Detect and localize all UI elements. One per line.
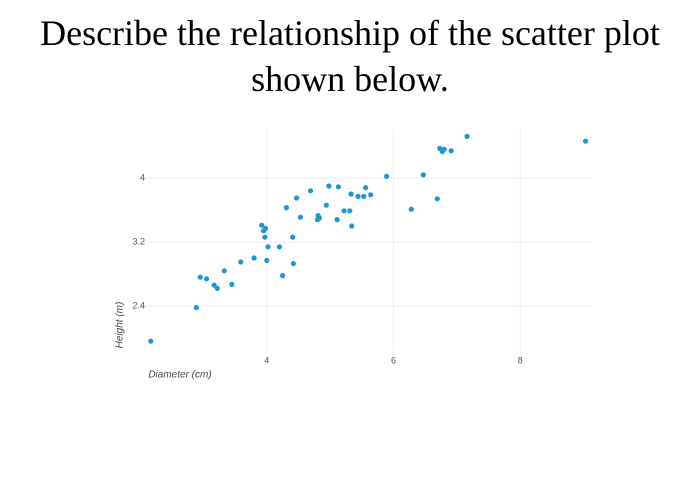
question-title: Describe the relationship of the scatter… [40, 13, 660, 99]
scatter-point [148, 338, 154, 344]
scatter-point [193, 305, 200, 311]
x-tick-label: 6 [391, 355, 396, 365]
scatter-point [434, 196, 440, 202]
scatter-point [408, 206, 414, 212]
scatter-point [290, 234, 296, 240]
scatter-point [259, 222, 265, 228]
y-tick-label: 4 [140, 172, 145, 182]
scatter-point [280, 273, 286, 279]
scatter-point [197, 274, 203, 280]
y-tick-label: 2.4 [132, 300, 145, 310]
scatter-point [349, 223, 355, 229]
scatter-point [307, 188, 314, 194]
scatter-point [348, 191, 354, 197]
y-axis-title: Height (m) [115, 302, 126, 349]
scatter-point [262, 234, 268, 240]
scatter-point [264, 257, 270, 263]
scatter-point [383, 173, 390, 179]
scatter-point [221, 268, 227, 274]
scatter-point [347, 208, 353, 214]
x-axis-title: Diameter (cm) [148, 370, 211, 381]
scatter-point [368, 192, 374, 198]
x-tick-label: 8 [518, 355, 523, 365]
scatter-point [361, 193, 367, 199]
scatter-point [363, 185, 369, 191]
scatter-point [290, 261, 296, 267]
scatter-point [582, 138, 589, 144]
scatter-point [283, 205, 290, 211]
scatter-point [441, 146, 447, 152]
scatter-point [341, 208, 347, 214]
scatter-point [265, 244, 271, 250]
scatter-point [335, 184, 341, 190]
scatter-point [211, 282, 217, 288]
y-tick-label: 3.2 [132, 236, 145, 246]
scatter-point [293, 195, 300, 201]
scatter-point [464, 133, 470, 139]
scatter-point [355, 193, 361, 199]
scatter-point [448, 148, 454, 154]
scatter-point [323, 202, 329, 208]
scatter-point [238, 259, 244, 265]
scatter-point [334, 217, 340, 223]
scatter-point [276, 244, 283, 250]
scatter-point [297, 214, 303, 220]
scatter-point [326, 183, 332, 189]
scatter-point [316, 215, 322, 221]
scatter-point [251, 255, 257, 261]
scatter-point [420, 172, 426, 178]
scatter-point [203, 276, 210, 282]
x-tick-label: 4 [264, 355, 269, 365]
scatter-point [262, 225, 269, 231]
scatter-point [214, 285, 220, 291]
scatter-point [229, 281, 235, 287]
